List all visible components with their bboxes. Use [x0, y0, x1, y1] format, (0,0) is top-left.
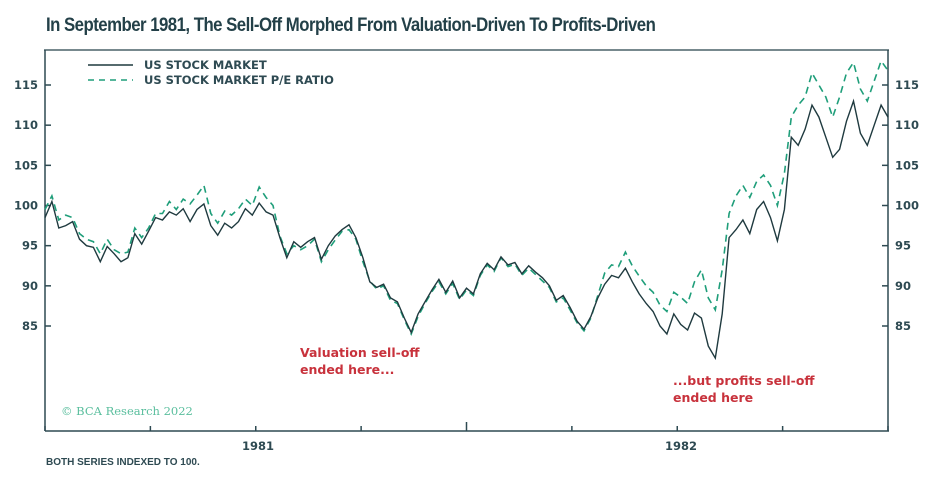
y-tick-label-left: 90 — [22, 279, 38, 293]
y-tick-label-left: 110 — [14, 118, 38, 132]
annotation-valuation-line2: ended here... — [300, 362, 394, 377]
annotation-profits-line2: ended here — [673, 390, 753, 405]
y-tick-label-right: 90 — [895, 279, 911, 293]
legend: US STOCK MARKET US STOCK MARKET P/E RATI… — [88, 58, 334, 87]
annotation-valuation-line1: Valuation sell-off — [300, 345, 420, 360]
y-tick-label-left: 85 — [22, 319, 38, 333]
y-tick-label-left: 105 — [14, 158, 38, 172]
y-tick-label-right: 115 — [895, 78, 919, 92]
footnote: BOTH SERIES INDEXED TO 100. — [46, 457, 200, 468]
y-tick-label-right: 85 — [895, 319, 911, 333]
y-tick-label-left: 100 — [14, 199, 38, 213]
y-tick-label-right: 105 — [895, 158, 919, 172]
y-tick-label-right: 110 — [895, 118, 919, 132]
chart-title: In September 1981, The Sell-Off Morphed … — [46, 14, 656, 36]
copyright-text: © BCA Research 2022 — [61, 404, 193, 418]
x-label-1981: 1981 — [242, 439, 274, 453]
y-ticks-right: 85 90 95 100 105 110 115 — [882, 78, 919, 333]
legend-label-pe-ratio: US STOCK MARKET P/E RATIO — [144, 73, 334, 87]
legend-label-stock-market: US STOCK MARKET — [144, 58, 267, 72]
x-label-1982: 1982 — [665, 439, 697, 453]
annotation-profits-line1: ...but profits sell-off — [673, 373, 815, 388]
y-tick-label-left: 95 — [22, 239, 38, 253]
series-line-pe-ratio — [44, 59, 889, 337]
y-tick-label-right: 95 — [895, 239, 911, 253]
x-ticks — [44, 422, 889, 431]
y-tick-label-left: 115 — [14, 78, 38, 92]
y-tick-label-right: 100 — [895, 199, 919, 213]
series-line-stock-market — [44, 98, 889, 361]
y-ticks-left: 85 90 95 100 105 110 115 — [14, 78, 51, 333]
